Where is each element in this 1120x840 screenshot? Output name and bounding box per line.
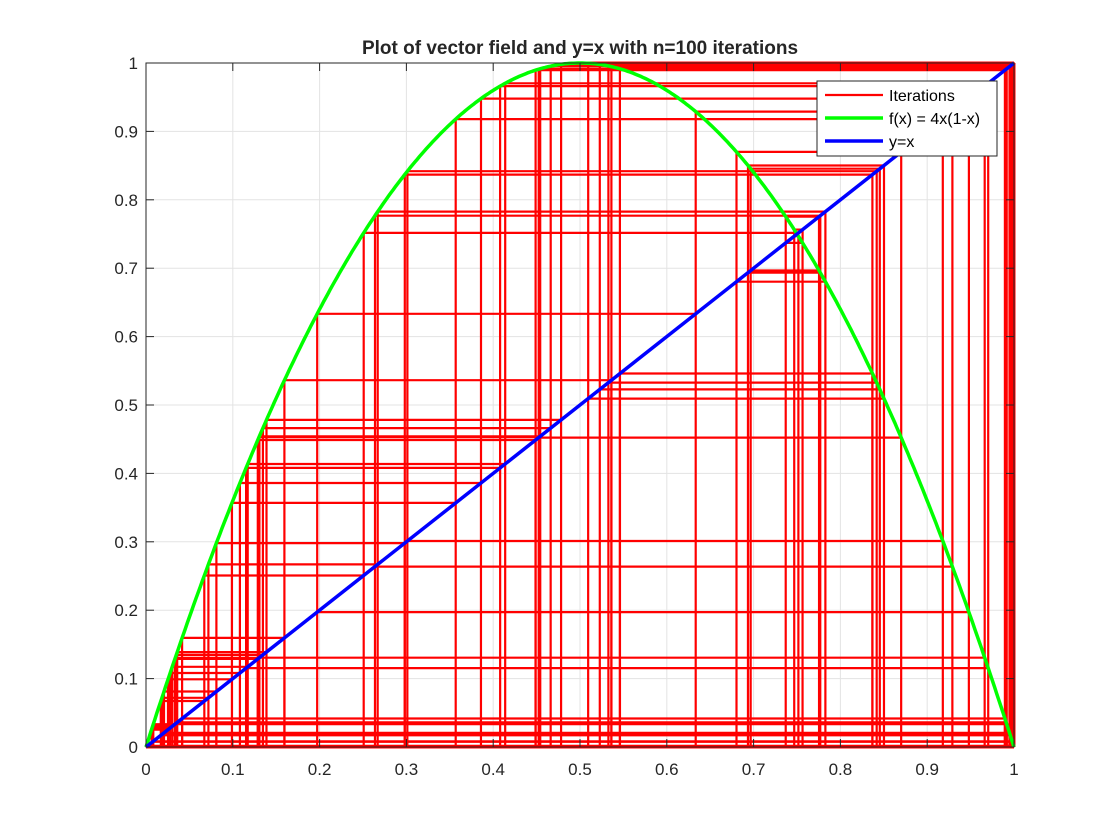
x-tick-label: 1 [1009,760,1018,779]
legend-label: f(x) = 4x(1-x) [889,111,980,128]
y-tick-label: 1 [129,54,138,73]
legend: Iterations f(x) = 4x(1-x) y=x [816,80,998,157]
x-tick-label: 0.7 [742,760,766,779]
y-tick-label: 0.4 [114,464,138,483]
axis-ticks: 0 0.1 0.2 0.3 0.4 0.5 0.6 0.7 0.8 0.9 1 0 0.1 0.2 0.3 0… [114,54,1018,779]
legend-label: Iterations [889,88,955,105]
y-tick-label: 0.5 [114,396,138,415]
y-tick-label: 0.1 [114,670,138,689]
y-tick-label: 0.6 [114,328,138,347]
y-tick-label: 0.7 [114,259,138,278]
x-tick-label: 0.4 [481,760,505,779]
legend-label: y=x [889,134,914,151]
x-tick-label: 0.2 [308,760,332,779]
x-tick-label: 0.6 [655,760,679,779]
x-tick-label: 0.5 [568,760,592,779]
x-tick-label: 0.1 [221,760,245,779]
y-tick-label: 0 [129,738,138,757]
chart-title: Plot of vector field and y=x with n=100 … [362,38,798,59]
y-tick-label: 0.9 [114,122,138,141]
x-tick-label: 0.3 [395,760,419,779]
x-tick-label: 0 [141,760,150,779]
y-tick-label: 0.2 [114,601,138,620]
x-tick-label: 0.9 [915,760,939,779]
y-tick-label: 0.8 [114,191,138,210]
y-tick-label: 0.3 [114,533,138,552]
x-tick-label: 0.8 [829,760,853,779]
identity-line [144,61,1016,749]
identity-series [144,61,1016,749]
